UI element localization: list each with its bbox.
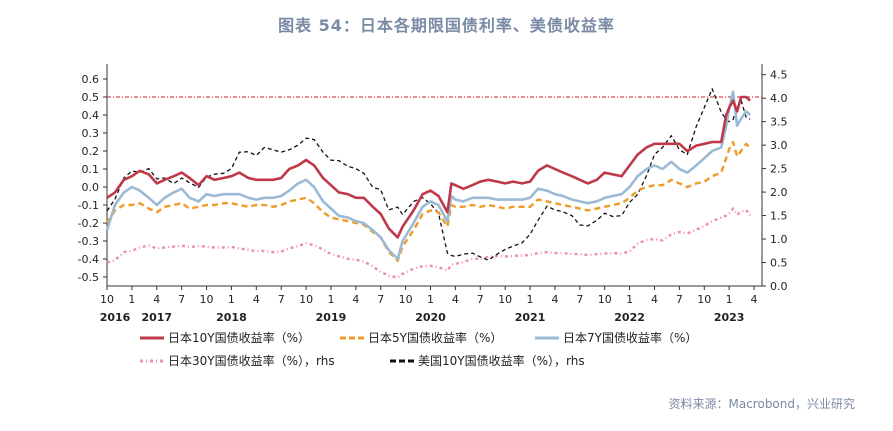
y-right-tick-label: 3.0 xyxy=(770,139,788,152)
x-year-label: 2020 xyxy=(415,311,446,324)
y-right-tick-label: 2.0 xyxy=(770,186,788,199)
x-year-label: 2022 xyxy=(614,311,645,324)
y-left-tick-label: 0.1 xyxy=(82,163,100,176)
y-right-tick-label: 1.5 xyxy=(770,210,788,223)
y-right-tick-label: 0.0 xyxy=(770,280,788,293)
x-tick-label: 10 xyxy=(200,293,214,306)
y-left-tick-label: 0.4 xyxy=(82,109,100,122)
y-right-tick-label: 4.0 xyxy=(770,92,788,105)
legend-label-1: 日本5Y国债收益率（%） xyxy=(368,330,502,345)
x-tick-label: 1 xyxy=(527,293,534,306)
x-tick-label: 10 xyxy=(598,293,612,306)
y-left-tick-label: 0.0 xyxy=(82,181,100,194)
x-tick-label: 4 xyxy=(352,293,359,306)
y-right-tick-label: 0.5 xyxy=(770,257,788,270)
y-left-tick-label: 0.6 xyxy=(82,73,100,86)
x-year-label: 2023 xyxy=(714,311,745,324)
y-right-tick-label: 3.5 xyxy=(770,116,788,129)
axes-group: 0.6 0.5 0.4 0.3 0.2 0.1 0.0 -0.1 -0.2 -0.3 -0.4 -0.… xyxy=(78,64,788,324)
x-tick-label: 7 xyxy=(576,293,583,306)
x-tick-label: 10 xyxy=(697,293,711,306)
x-tick-label: 7 xyxy=(676,293,683,306)
legend-group: 日本10Y国债收益率（%） 日本5Y国债收益率（%） 日本7Y国债收益率（%） 日本3… xyxy=(140,330,697,368)
y-left-tick-label: 0.3 xyxy=(82,127,100,140)
x-tick-label: 10 xyxy=(299,293,313,306)
y-left-tick-label: 0.2 xyxy=(82,145,100,158)
x-tick-label: 10 xyxy=(100,293,114,306)
legend-label-3: 日本30Y国债收益率（%），rhs xyxy=(168,353,335,368)
x-tick-label: 10 xyxy=(498,293,512,306)
series-group xyxy=(105,88,762,279)
y-left-tick-label: -0.1 xyxy=(78,199,99,212)
y-right-tick-label: 4.5 xyxy=(770,69,788,82)
x-tick-label: 7 xyxy=(178,293,185,306)
y-left-tick-label: -0.2 xyxy=(78,217,99,230)
series-line-4 xyxy=(106,88,751,261)
y-left-tick-label: -0.3 xyxy=(78,235,99,248)
x-tick-label: 7 xyxy=(377,293,384,306)
legend-label-4: 美国10Y国债收益率（%），rhs xyxy=(418,353,585,368)
x-tick-label: 4 xyxy=(452,293,459,306)
x-year-label: 2019 xyxy=(316,311,347,324)
series-line-0 xyxy=(106,95,751,239)
x-tick-label: 1 xyxy=(427,293,434,306)
x-tick-label: 4 xyxy=(253,293,260,306)
legend-label-2: 日本7Y国债收益率（%） xyxy=(563,330,697,345)
chart-title: 图表 54：日本各期限国债利率、美债收益率 xyxy=(278,16,615,35)
x-tick-label: 4 xyxy=(153,293,160,306)
x-tick-label: 1 xyxy=(726,293,733,306)
x-tick-label: 4 xyxy=(551,293,558,306)
x-tick-label: 10 xyxy=(399,293,413,306)
y-right-tick-label: 2.5 xyxy=(770,163,788,176)
x-year-label: 2021 xyxy=(515,311,546,324)
x-tick-label: 1 xyxy=(228,293,235,306)
x-tick-label: 4 xyxy=(751,293,758,306)
x-tick-label: 7 xyxy=(278,293,285,306)
x-year-label: 2018 xyxy=(216,311,247,324)
y-left-tick-label: -0.4 xyxy=(78,253,99,266)
y-left-tick-label: 0.5 xyxy=(82,91,100,104)
series-line-2 xyxy=(105,90,751,261)
x-year-label: 2016 xyxy=(100,311,131,324)
y-left-tick-label: -0.5 xyxy=(78,271,99,284)
legend-label-0: 日本10Y国债收益率（%） xyxy=(168,330,310,345)
series-line-3 xyxy=(106,207,752,279)
x-tick-label: 1 xyxy=(626,293,633,306)
x-tick-label: 1 xyxy=(327,293,334,306)
x-tick-label: 1 xyxy=(128,293,135,306)
x-year-label: 2017 xyxy=(141,311,172,324)
y-right-tick-label: 1.0 xyxy=(770,233,788,246)
x-tick-label: 7 xyxy=(477,293,484,306)
x-tick-label: 4 xyxy=(651,293,658,306)
source-note: 资料来源：Macrobond，兴业研究 xyxy=(668,397,856,411)
